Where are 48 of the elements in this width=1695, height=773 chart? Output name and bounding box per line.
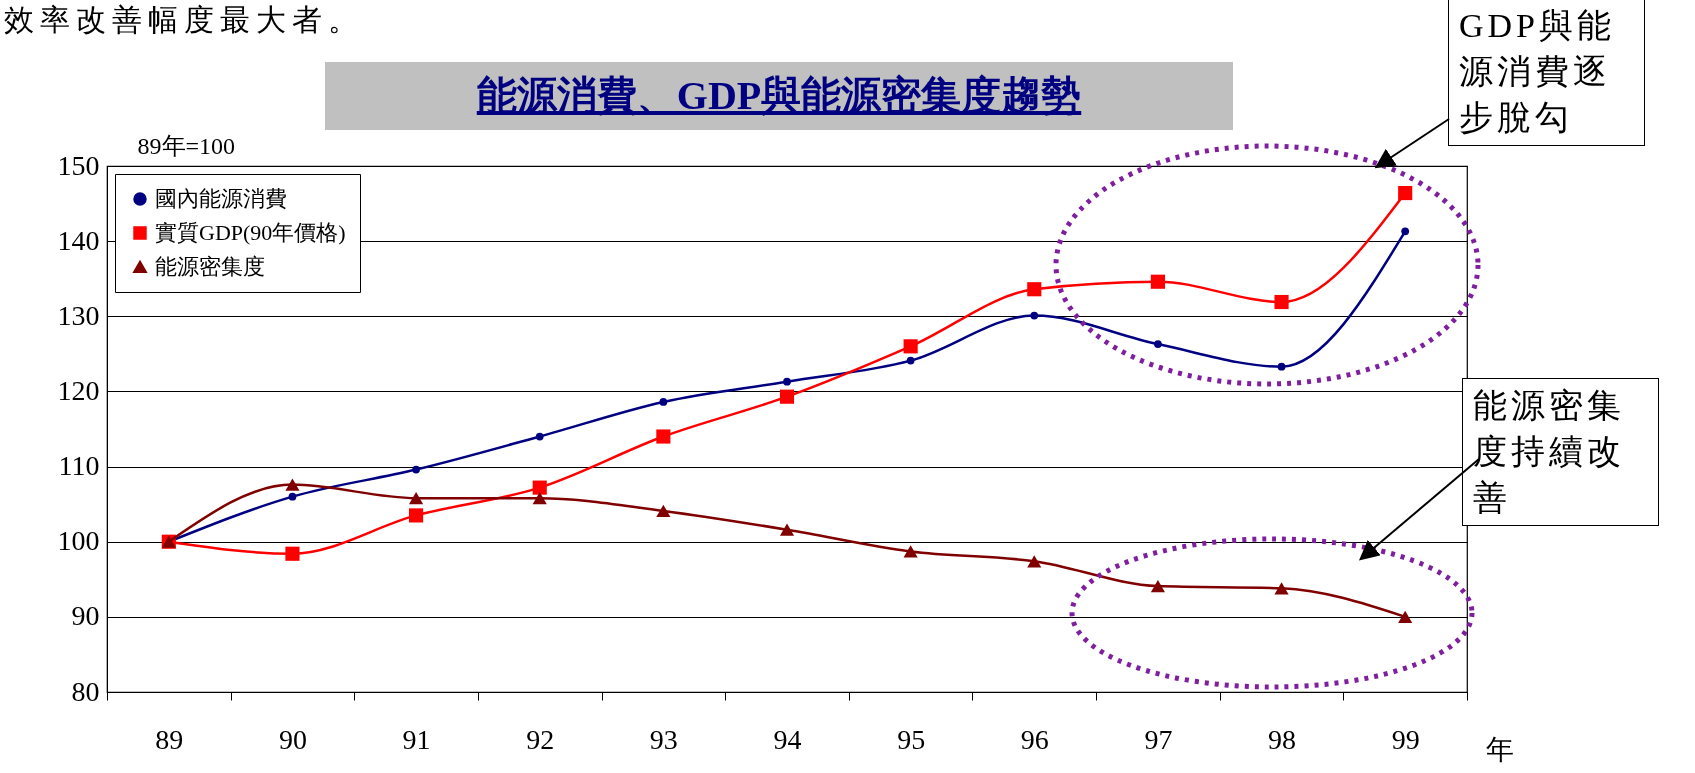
y-tick-label: 120 <box>57 374 100 406</box>
y-tick-label: 110 <box>58 450 100 482</box>
point <box>1398 185 1413 201</box>
x-tick-label: 99 <box>1391 723 1420 755</box>
point <box>779 389 795 404</box>
y-tick-label: 150 <box>57 149 100 181</box>
point <box>285 478 300 491</box>
point <box>656 429 671 444</box>
point <box>285 546 300 561</box>
x-tick-label: 97 <box>1144 723 1173 755</box>
y-tick-label: 80 <box>71 675 100 707</box>
point <box>1274 582 1289 595</box>
x-tick-label: 89 <box>155 723 184 755</box>
text: 效率改善幅度最大者。 <box>4 2 364 38</box>
point <box>409 492 424 505</box>
text: GDP與能源消費逐步脫勾 <box>1448 0 1645 146</box>
legend-label: 能源密集度 <box>155 254 265 279</box>
point <box>1150 579 1165 593</box>
point <box>409 508 424 523</box>
point <box>656 504 671 518</box>
point <box>1150 274 1165 289</box>
point <box>532 480 547 495</box>
legend-label: 國內能源消費 <box>155 186 287 211</box>
x-tick-label: 98 <box>1268 723 1297 755</box>
text: 能源密集度持續改善 <box>1462 378 1659 526</box>
y-tick-label: 100 <box>57 525 100 557</box>
y-tick-label: 140 <box>57 224 100 256</box>
x-tick-label: 90 <box>278 723 307 755</box>
point <box>1398 610 1413 623</box>
y-tick-label: 130 <box>57 299 100 331</box>
point <box>532 492 547 505</box>
point <box>903 339 918 354</box>
point <box>1027 282 1042 297</box>
point <box>779 523 795 536</box>
x-axis-title: 年 <box>1485 733 1514 765</box>
x-tick-label: 92 <box>526 723 555 755</box>
y-tick-label: 90 <box>71 600 100 632</box>
point <box>903 545 918 558</box>
x-tick-label: 96 <box>1020 723 1049 755</box>
legend-label: 實質GDP(90年價格) <box>155 220 346 245</box>
x-tick-label: 91 <box>402 723 431 755</box>
chart-title: 能源消費、GDP與能源密集度趨勢 <box>325 62 1233 130</box>
x-tick-label: 95 <box>897 723 926 755</box>
y-axis-title: 89年=100 <box>137 132 236 159</box>
x-tick-label: 94 <box>773 723 802 755</box>
point <box>1274 294 1289 310</box>
point <box>1027 555 1042 568</box>
x-tick-label: 93 <box>649 723 678 755</box>
